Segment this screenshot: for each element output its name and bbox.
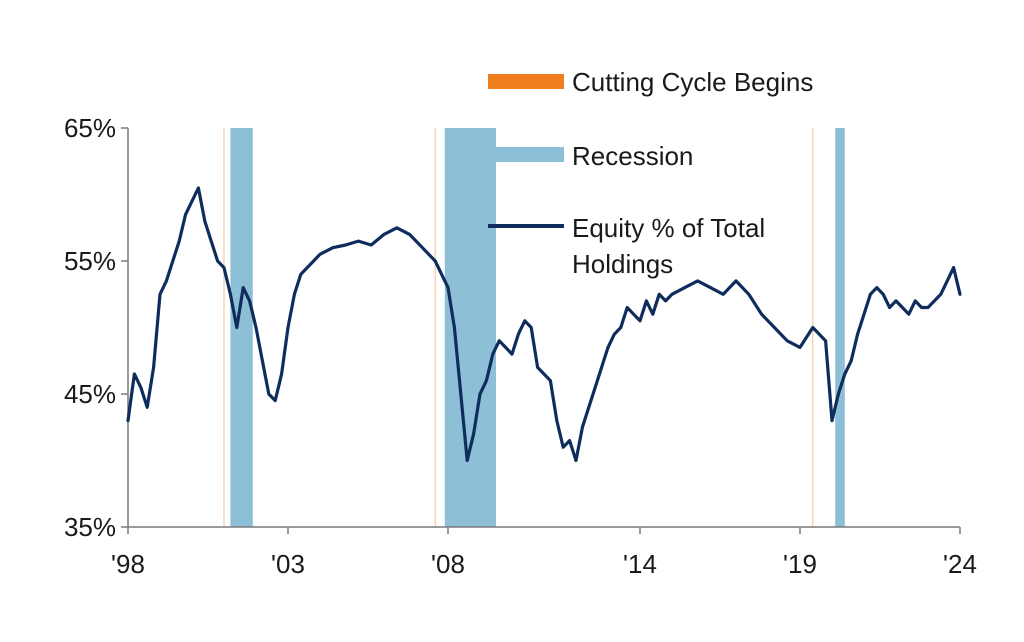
x-ticks: '98 '03 '08 '14 '19 '24 — [111, 527, 977, 579]
legend-swatch-cutting-cycle — [488, 74, 564, 89]
legend-label-equity-line2: Holdings — [572, 249, 673, 279]
legend-label-recession: Recession — [572, 141, 693, 171]
y-ticks: 35% 45% 55% 65% — [64, 113, 128, 542]
y-tick-label-3: 65% — [64, 113, 116, 143]
x-tick-label-0: '98 — [111, 549, 145, 579]
legend-label-equity: Equity % of Total Holdings — [572, 213, 772, 279]
recession-bands — [230, 128, 845, 527]
series — [126, 186, 962, 463]
cutting-cycle-markers — [223, 128, 814, 527]
recession-band-1 — [444, 128, 496, 527]
y-tick-label-1: 45% — [64, 379, 116, 409]
series-line-equity — [126, 186, 962, 463]
x-tick-label-1: '03 — [271, 549, 305, 579]
y-tick-label-2: 55% — [64, 246, 116, 276]
y-tick-label-0: 35% — [64, 512, 116, 542]
recession-band-2 — [835, 128, 845, 527]
legend-label-equity-line1: Equity % of Total — [572, 213, 765, 243]
legend: Cutting Cycle Begins Recession Equity % … — [488, 67, 813, 279]
x-tick-label-3: '14 — [623, 549, 657, 579]
legend-label-cutting-cycle: Cutting Cycle Begins — [572, 67, 813, 97]
recession-band-0 — [230, 128, 253, 527]
legend-swatch-recession — [488, 147, 564, 162]
x-tick-label-5: '24 — [943, 549, 977, 579]
x-tick-label-4: '19 — [783, 549, 817, 579]
x-tick-label-2: '08 — [431, 549, 465, 579]
axes — [127, 128, 960, 528]
